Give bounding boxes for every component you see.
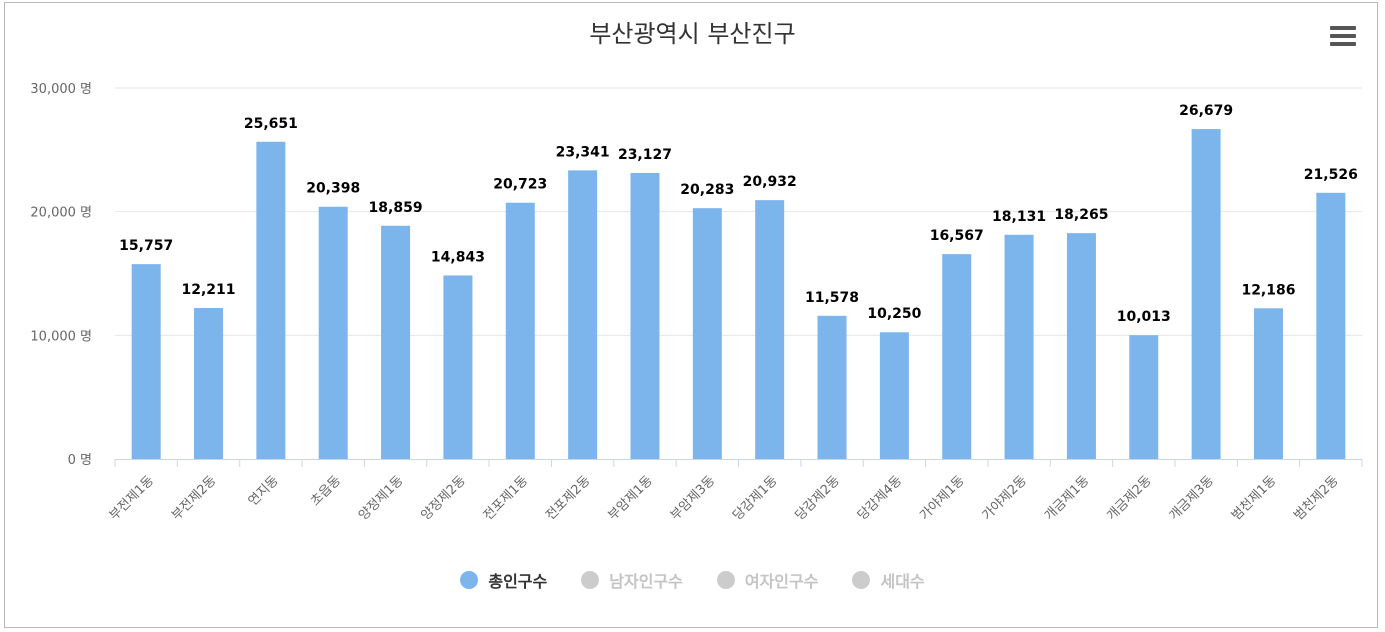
legend-marker xyxy=(716,571,735,589)
data-label: 10,013 xyxy=(1117,309,1171,325)
x-tick-label: 양정제2동 xyxy=(418,473,468,523)
bar xyxy=(505,202,535,459)
data-label: 18,131 xyxy=(992,209,1046,225)
x-tick-label: 초읍동 xyxy=(308,473,344,509)
data-label: 25,651 xyxy=(244,116,298,132)
data-label: 20,283 xyxy=(680,182,734,198)
bar xyxy=(942,254,972,459)
bar xyxy=(755,200,785,459)
bar xyxy=(1253,308,1283,459)
legend-item-female[interactable]: 여자인구수 xyxy=(716,568,819,592)
x-tick-label: 당감제1동 xyxy=(730,473,780,523)
data-label: 26,679 xyxy=(1179,103,1233,119)
x-tick-label: 개금제2동 xyxy=(1104,473,1154,523)
legend-item-households[interactable]: 세대수 xyxy=(852,568,925,592)
x-tick-label: 전포제2동 xyxy=(543,473,593,523)
x-tick-label: 연지동 xyxy=(246,473,282,509)
bar xyxy=(131,264,161,459)
bar xyxy=(1066,233,1096,459)
x-tick-label: 당감제2동 xyxy=(793,473,843,523)
y-tick-label: 30,000 명 xyxy=(30,82,92,97)
bar xyxy=(1316,192,1346,459)
data-label: 20,398 xyxy=(306,181,360,197)
x-tick-label: 개금제1동 xyxy=(1042,473,1092,523)
x-tick-label: 범천제2동 xyxy=(1291,473,1341,523)
x-tick-label: 개금제3동 xyxy=(1167,473,1217,523)
bar xyxy=(381,225,411,459)
data-label: 18,859 xyxy=(369,200,423,216)
bar xyxy=(318,206,348,459)
x-tick-label: 당감제4동 xyxy=(855,473,905,523)
data-label: 23,127 xyxy=(618,147,672,163)
y-tick-label: 20,000 명 xyxy=(30,206,92,221)
legend-marker xyxy=(460,571,479,589)
data-label: 20,932 xyxy=(743,174,797,190)
legend-label: 남자인구수 xyxy=(609,572,683,591)
data-label: 20,723 xyxy=(493,177,547,193)
data-label: 23,341 xyxy=(556,144,610,160)
x-tick-label: 가야제1동 xyxy=(917,473,967,523)
x-tick-label: 가야제2동 xyxy=(980,473,1030,523)
bar xyxy=(817,315,847,459)
legend-item-total[interactable]: 총인구수 xyxy=(460,568,547,592)
data-label: 16,567 xyxy=(930,228,984,244)
x-tick-label: 부암제1동 xyxy=(606,473,656,523)
legend-label: 여자인구수 xyxy=(744,572,819,591)
data-label: 15,757 xyxy=(119,238,173,254)
hamburger-menu-icon[interactable] xyxy=(1330,26,1360,52)
x-tick-label: 양정제1동 xyxy=(356,473,406,523)
y-tick-label: 0 명 xyxy=(68,453,92,468)
legend-label: 세대수 xyxy=(880,572,925,591)
data-label: 11,578 xyxy=(805,290,859,306)
legend: 총인구수 남자인구수 여자인구수 세대수 xyxy=(0,568,1385,592)
x-tick-label: 전포제1동 xyxy=(481,473,531,523)
legend-label: 총인구수 xyxy=(488,572,548,591)
bar xyxy=(194,307,224,459)
x-tick-label: 범천제1동 xyxy=(1229,473,1279,523)
data-label: 12,211 xyxy=(182,282,236,298)
data-label: 21,526 xyxy=(1304,167,1358,183)
y-tick-label: 10,000 명 xyxy=(30,329,92,344)
bar xyxy=(879,332,909,459)
bar xyxy=(630,172,660,459)
bar xyxy=(692,208,722,459)
x-tick-label: 부암제3동 xyxy=(668,473,718,523)
data-label: 10,250 xyxy=(867,306,921,322)
chart-title: 부산광역시 부산진구 xyxy=(589,20,796,48)
data-label: 12,186 xyxy=(1241,282,1295,298)
bar xyxy=(1004,234,1034,459)
x-tick-label: 부전제2동 xyxy=(169,473,219,523)
bar xyxy=(443,275,473,459)
legend-marker xyxy=(581,571,600,589)
bar xyxy=(1129,335,1159,459)
bar xyxy=(1191,129,1221,459)
data-label: 14,843 xyxy=(431,249,485,265)
bar xyxy=(568,170,598,459)
data-label: 18,265 xyxy=(1054,207,1108,223)
legend-item-male[interactable]: 남자인구수 xyxy=(581,568,683,592)
chart-container xyxy=(4,2,1378,628)
legend-marker xyxy=(852,571,871,589)
bar-chart: 0 명 10,000 명 20,000 명 30,000 명 15,757 부전제1동 12… xyxy=(30,82,1363,524)
x-tick-label: 부전제1동 xyxy=(107,473,157,523)
bar xyxy=(256,141,286,459)
